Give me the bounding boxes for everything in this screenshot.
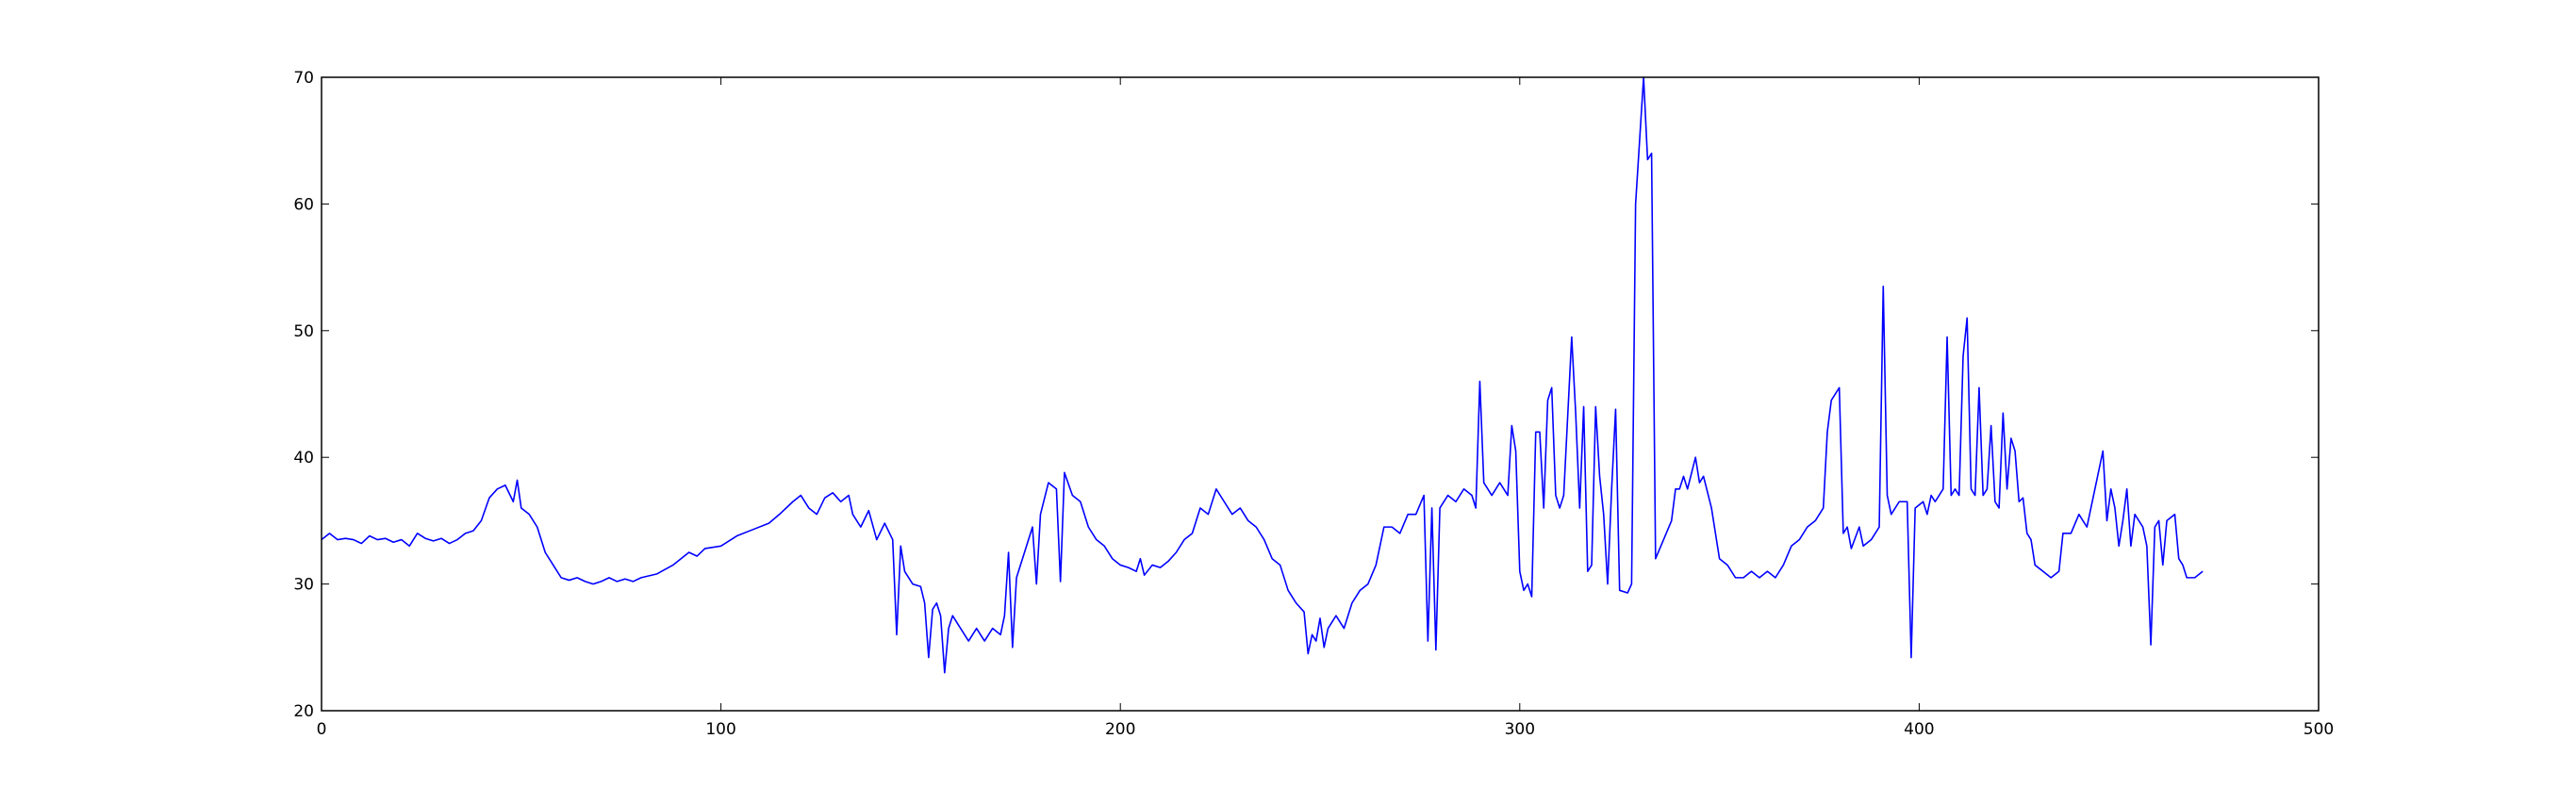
x-tick-label: 200 xyxy=(1105,720,1135,739)
series-layer xyxy=(321,76,2204,674)
x-tick-label: 0 xyxy=(317,720,327,739)
x-tick-label: 400 xyxy=(1904,720,1934,739)
series-line-0 xyxy=(321,76,2204,674)
x-tick-label: 100 xyxy=(705,720,735,739)
y-tick-label: 60 xyxy=(293,195,314,214)
x-tick-label: 300 xyxy=(1505,720,1535,739)
y-tick-label: 30 xyxy=(293,576,314,595)
y-tick-label: 20 xyxy=(293,702,314,721)
y-tick-label: 40 xyxy=(293,449,314,468)
plot-area xyxy=(322,77,2319,711)
x-tick-label: 500 xyxy=(2304,720,2334,739)
y-tick-label: 50 xyxy=(293,322,314,341)
y-tick-label: 70 xyxy=(293,69,314,88)
plot-frame xyxy=(321,76,2320,712)
